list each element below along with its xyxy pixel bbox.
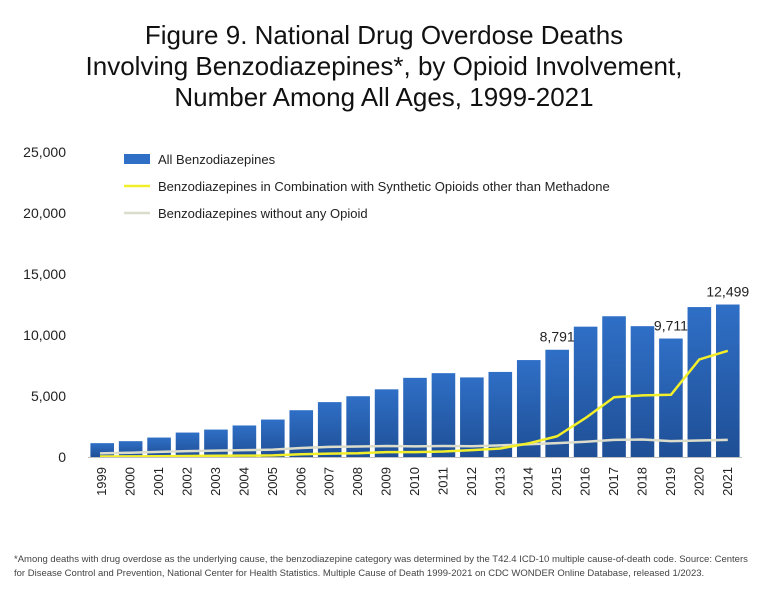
bar-2021 (715, 304, 740, 457)
x-tick-label: 2018 (634, 467, 649, 496)
y-tick-label: 20,000 (23, 205, 66, 221)
chart-title-line-3: Number Among All Ages, 1999-2021 (174, 82, 594, 112)
bar-2007 (317, 402, 342, 457)
bar-2016 (573, 326, 598, 457)
x-tick-label: 2014 (521, 467, 536, 496)
x-tick-label: 2016 (578, 467, 593, 496)
y-tick-label: 0 (58, 449, 66, 465)
chart-title-line-1: Figure 9. National Drug Overdose Deaths (144, 20, 624, 50)
legend: All Benzodiazepines Benzodiazepines in Co… (124, 152, 610, 221)
y-tick-label: 25,000 (23, 144, 66, 160)
bar-2015 (545, 349, 569, 457)
bar-2020 (687, 307, 712, 457)
footnote: *Among deaths with drug overdose as the … (14, 554, 748, 579)
x-tick-label: 2011 (435, 467, 450, 495)
benzodiazepine-deaths-chart: 0 5,000 10,000 15,000 20,000 25,000 1999 2000 2… (23, 144, 750, 496)
chart-title-line-2: Involving Benzodiazepines*, by Opioid In… (85, 51, 683, 81)
bar-2002 (175, 432, 200, 457)
bar-2017 (602, 316, 626, 457)
x-axis: 1999 2000 2001 2002 2003 2004 2005 2006 2007 2008… (88, 457, 742, 496)
x-tick-label: 2010 (407, 467, 422, 496)
line-series (99, 349, 729, 458)
x-tick-label: 2021 (720, 467, 735, 496)
legend-label: Benzodiazepines in Combination with Synt… (158, 179, 610, 194)
x-tick-label: 2012 (464, 467, 479, 496)
x-tick-label: 2019 (663, 467, 678, 496)
data-label-2019: 9,711 (654, 318, 688, 334)
bar-2014 (516, 360, 541, 457)
x-tick-label: 1999 (94, 467, 109, 496)
bar-2008 (346, 396, 370, 457)
legend-label: All Benzodiazepines (158, 152, 276, 167)
x-tick-label: 2008 (350, 467, 365, 496)
bar-2009 (374, 389, 399, 457)
x-tick-label: 2003 (208, 467, 223, 496)
bar-2011 (431, 373, 456, 457)
y-tick-label: 5,000 (31, 388, 66, 404)
x-tick-label: 2015 (549, 467, 564, 496)
bar-2010 (403, 377, 427, 457)
data-label-2015: 8,791 (540, 329, 575, 345)
bar-series (90, 304, 740, 457)
synthetic-opioid-line (99, 349, 729, 458)
data-label-2021: 12,499 (706, 284, 749, 300)
x-tick-label: 2013 (492, 467, 507, 496)
x-tick-label: 2007 (322, 467, 337, 496)
x-tick-label: 2005 (265, 467, 280, 496)
x-tick-label: 2000 (123, 467, 138, 496)
without-opioid-line (99, 438, 728, 455)
legend-label: Benzodiazepines without any Opioid (158, 206, 368, 221)
bar-2001 (147, 437, 171, 457)
bar-2018 (630, 326, 655, 457)
legend-swatch-bar (124, 154, 150, 164)
bar-2006 (289, 410, 314, 457)
x-tick-label: 2017 (606, 467, 621, 496)
bar-2003 (204, 429, 228, 457)
data-labels: 8,791 9,711 12,499 (540, 284, 750, 345)
bar-2012 (460, 377, 484, 457)
chart-title: Figure 9. National Drug Overdose Deaths … (0, 20, 768, 113)
x-tick-label: 2020 (691, 467, 706, 496)
x-tick-label: 2004 (236, 467, 251, 496)
y-axis: 0 5,000 10,000 15,000 20,000 25,000 (23, 144, 66, 465)
x-tick-label: 2006 (293, 467, 308, 496)
bar-1999 (90, 443, 115, 457)
bar-2004 (232, 425, 257, 457)
x-tick-label: 2001 (151, 467, 166, 496)
y-tick-label: 15,000 (23, 266, 66, 282)
y-tick-label: 10,000 (23, 327, 66, 343)
bar-2013 (488, 371, 513, 457)
x-tick-label: 2009 (379, 467, 394, 496)
x-tick-label: 2002 (180, 467, 195, 496)
bar-2005 (261, 419, 285, 457)
bar-2019 (659, 338, 683, 457)
bar-2000 (118, 441, 143, 457)
